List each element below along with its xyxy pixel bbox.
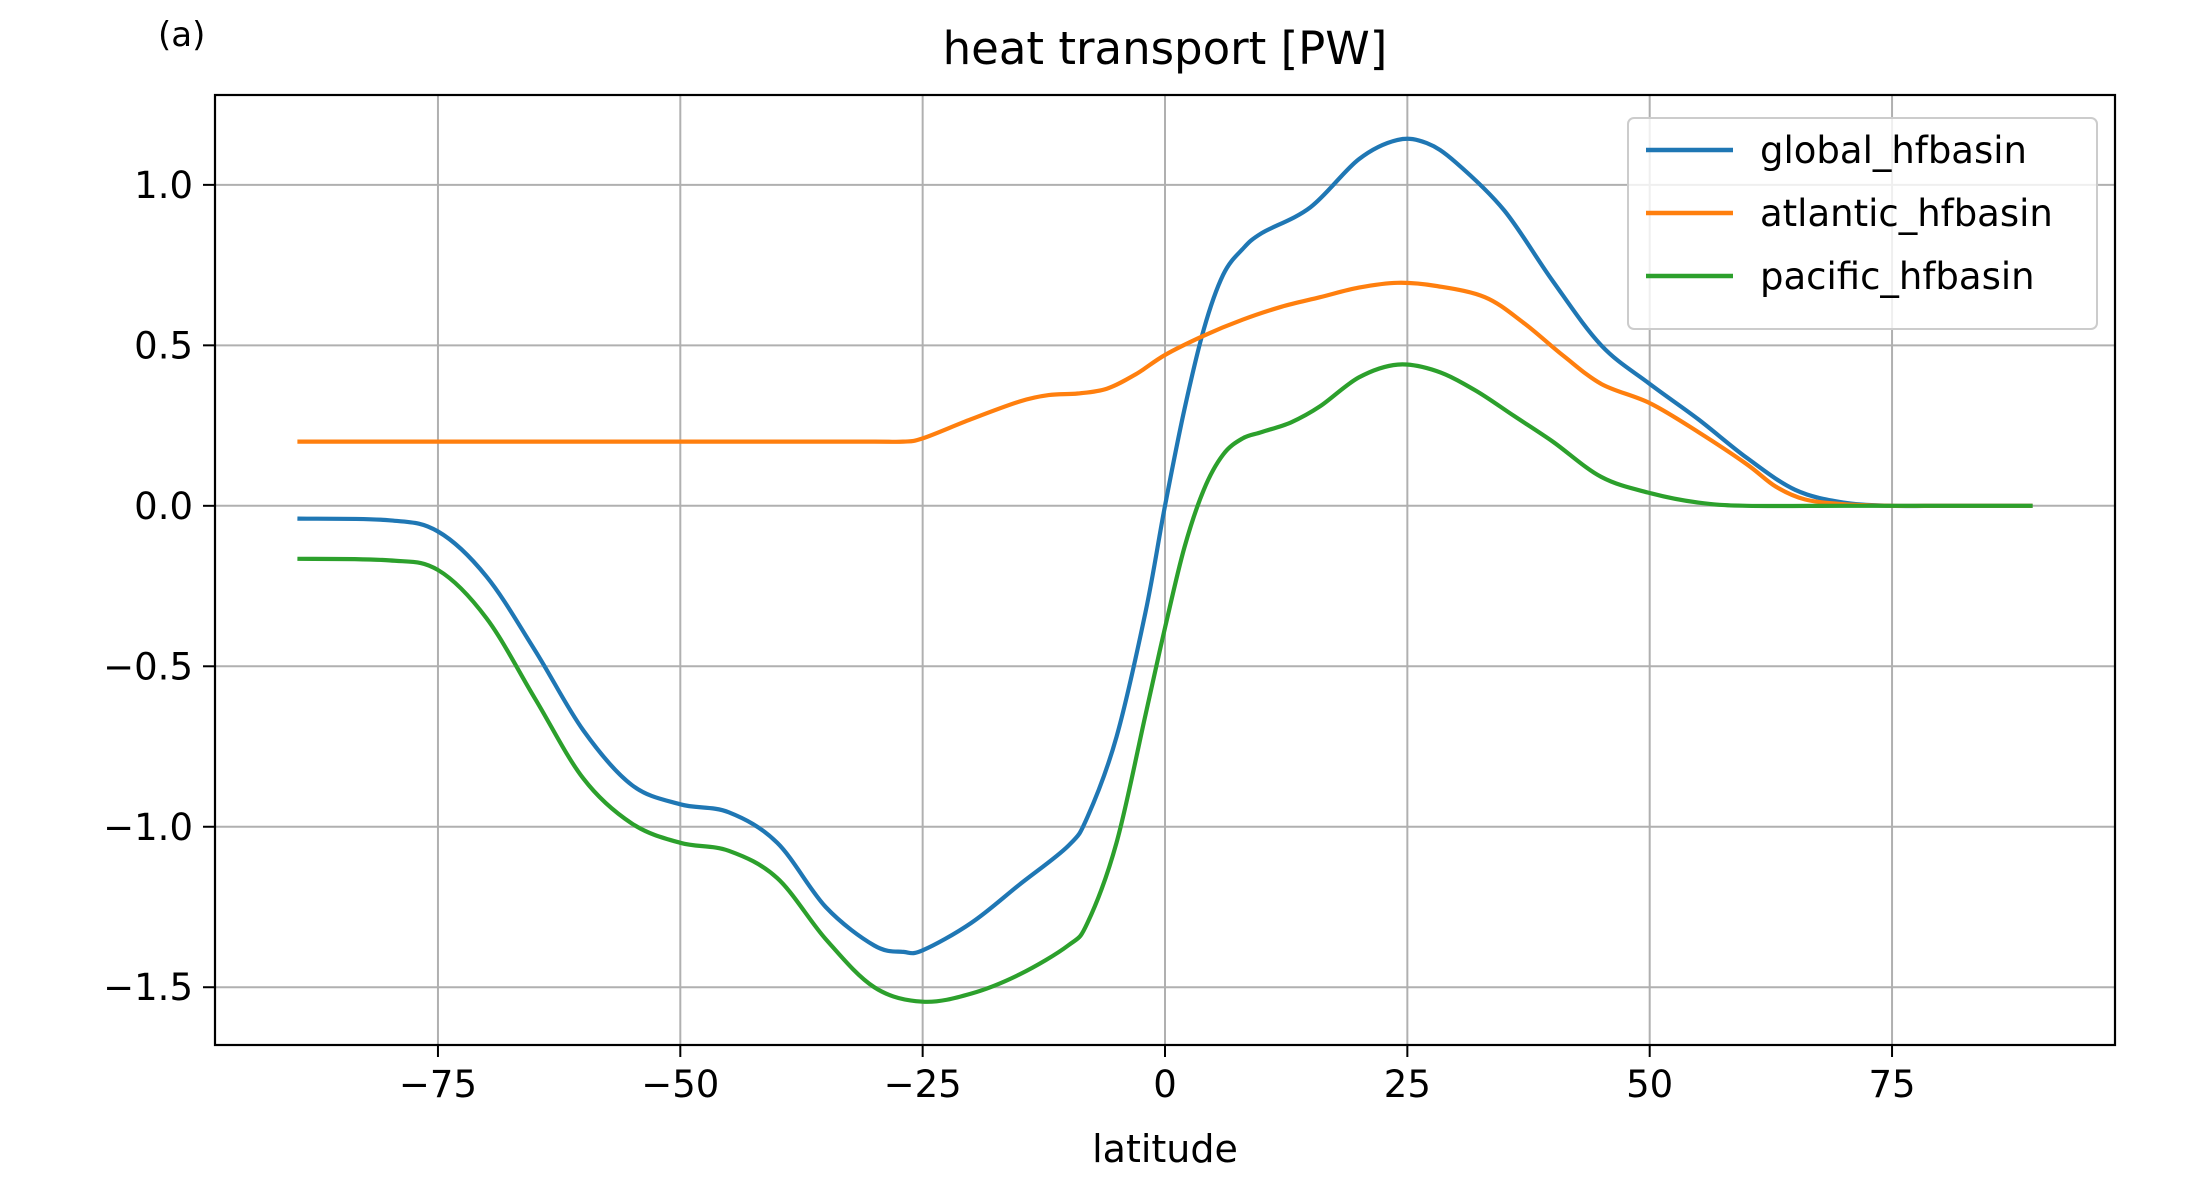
y-tick-label: 0.0 xyxy=(134,485,193,528)
x-tick-label: −25 xyxy=(884,1063,962,1106)
x-tick-label: 50 xyxy=(1626,1063,1673,1106)
chart-title: heat transport [PW] xyxy=(943,22,1388,75)
y-tick-label: −0.5 xyxy=(103,645,193,688)
y-tick-label: 0.5 xyxy=(134,324,193,367)
x-tick-label: 0 xyxy=(1153,1063,1177,1106)
y-axis: −1.5 −1.0 −0.5 0.0 0.5 1.0 xyxy=(103,164,215,1009)
legend: global_hfbasin atlantic_hfbasin pacific_hf… xyxy=(1627,117,2098,330)
series-line-global-hfbasin xyxy=(297,136,2033,956)
data-lines xyxy=(297,136,2033,1004)
legend-label: atlantic_hfbasin xyxy=(1760,192,2053,235)
x-tick-label: 75 xyxy=(1868,1063,1915,1106)
series-line-pacific-hfbasin xyxy=(297,362,2033,1004)
legend-label: global_hfbasin xyxy=(1760,129,2027,172)
series-line-atlantic-hfbasin xyxy=(297,280,2033,509)
panel-label: (a) xyxy=(158,15,205,55)
x-tick-label: −50 xyxy=(641,1063,719,1106)
y-tick-label: −1.0 xyxy=(103,806,193,849)
y-tick-label: 1.0 xyxy=(134,164,193,207)
legend-label: pacific_hfbasin xyxy=(1760,255,2035,298)
x-tick-label: 25 xyxy=(1384,1063,1431,1106)
x-axis: −75 −50 −25 0 25 50 75 xyxy=(399,1045,1916,1106)
x-tick-label: −75 xyxy=(399,1063,477,1106)
y-tick-label: −1.5 xyxy=(103,966,193,1009)
x-axis-label: latitude xyxy=(1092,1127,1238,1171)
legend-box xyxy=(1627,117,2098,330)
